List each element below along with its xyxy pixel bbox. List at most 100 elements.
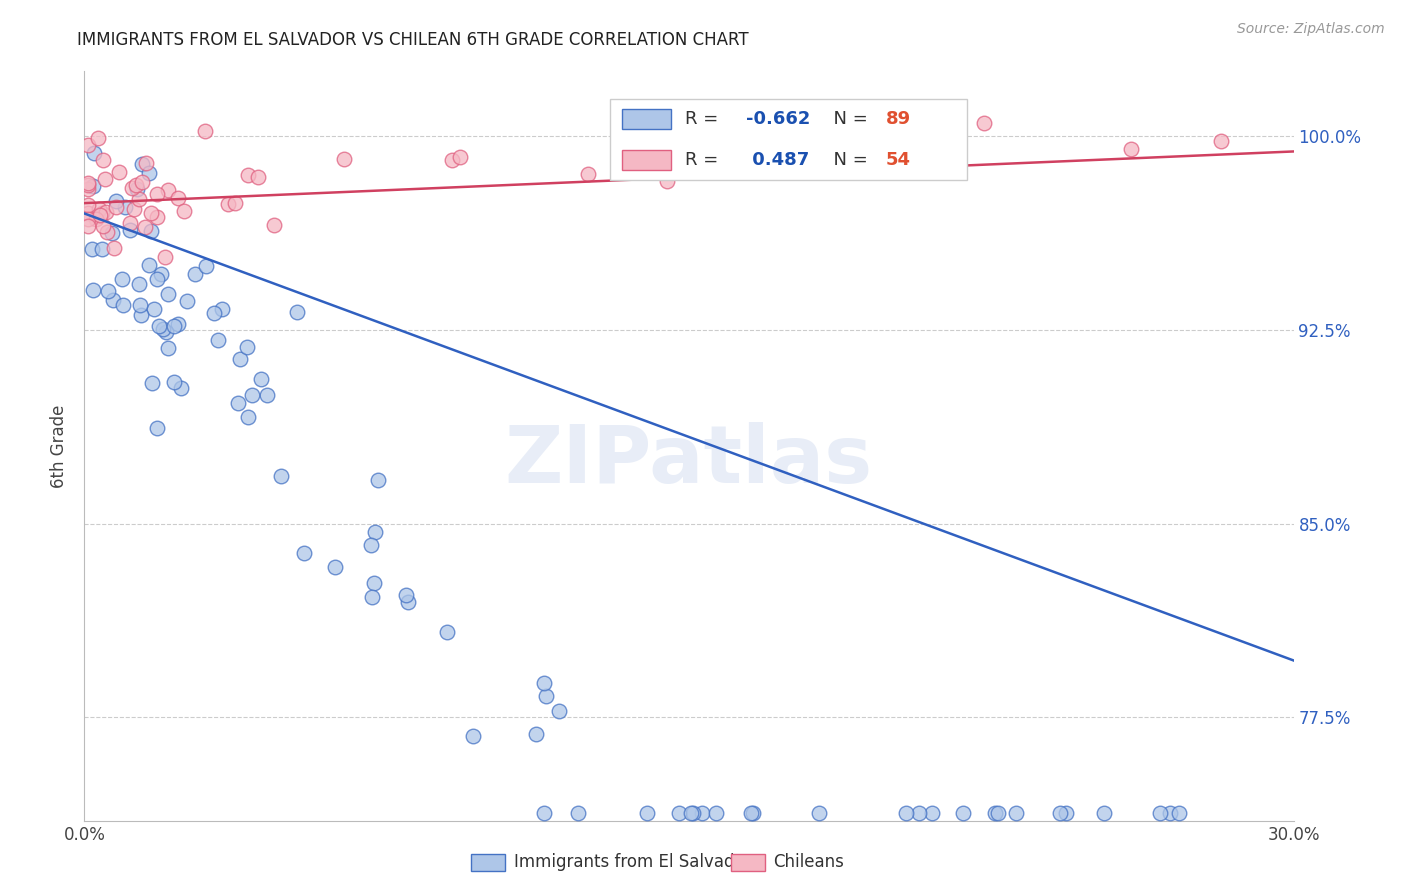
Point (139, 206, 162, 220)
Point (236, 168, 259, 182)
Point (167, 317, 190, 331)
Point (83, 146, 105, 161)
Point (250, 372, 273, 386)
Point (323, 559, 346, 574)
FancyBboxPatch shape (731, 855, 765, 871)
Point (96, 225, 118, 239)
Point (395, 588, 418, 602)
Point (163, 318, 186, 333)
Point (548, 704, 571, 718)
Point (155, 250, 177, 264)
Point (131, 157, 153, 171)
Point (111, 272, 134, 286)
Point (256, 388, 278, 402)
Point (896, 805, 918, 820)
Point (361, 590, 384, 604)
Point (155, 325, 177, 339)
Point (90, 242, 112, 256)
Point (741, 805, 763, 820)
Point (122, 202, 145, 216)
Point (1209, 134, 1232, 148)
FancyBboxPatch shape (610, 99, 967, 180)
Point (270, 468, 292, 483)
Point (195, 259, 218, 273)
Point (740, 805, 762, 820)
Point (217, 197, 239, 211)
Point (114, 200, 136, 214)
Point (77, 197, 100, 211)
Point (87, 131, 110, 145)
Text: IMMIGRANTS FROM EL SALVADOR VS CHILEAN 6TH GRADE CORRELATION CHART: IMMIGRANTS FROM EL SALVADOR VS CHILEAN 6… (77, 31, 749, 49)
Point (363, 575, 385, 590)
Point (129, 308, 152, 322)
Text: Source: ZipAtlas.com: Source: ZipAtlas.com (1237, 22, 1385, 37)
Point (129, 298, 152, 312)
FancyBboxPatch shape (471, 855, 505, 871)
Point (436, 625, 458, 640)
Text: R =: R = (685, 151, 724, 169)
Point (886, 157, 908, 171)
Point (125, 182, 148, 196)
Point (128, 277, 150, 292)
Point (567, 805, 589, 820)
Point (103, 293, 125, 307)
Y-axis label: 6th Grade: 6th Grade (51, 404, 69, 488)
Point (77, 219, 100, 234)
Point (77, 212, 100, 227)
Point (226, 396, 249, 410)
Point (138, 258, 160, 272)
Point (984, 805, 1007, 820)
Point (211, 302, 233, 317)
Text: 54: 54 (886, 151, 911, 169)
Point (692, 805, 714, 820)
Text: 0.487: 0.487 (745, 151, 808, 169)
Point (636, 805, 658, 820)
Point (163, 375, 186, 389)
Point (1168, 805, 1191, 820)
Point (77, 182, 100, 196)
Point (202, 306, 225, 320)
Point (173, 204, 195, 219)
Point (364, 524, 387, 539)
Point (184, 267, 207, 281)
Text: Chileans: Chileans (773, 853, 845, 871)
FancyBboxPatch shape (623, 150, 671, 169)
Point (461, 729, 484, 743)
Point (169, 381, 191, 395)
Point (247, 170, 270, 185)
Point (1054, 805, 1077, 820)
Point (84, 211, 107, 226)
Point (367, 473, 389, 487)
Point (533, 805, 555, 820)
Point (145, 187, 167, 202)
Point (1005, 805, 1028, 820)
Point (157, 286, 180, 301)
Point (1149, 805, 1171, 820)
Point (131, 175, 153, 189)
Point (118, 216, 141, 230)
Point (449, 150, 471, 164)
Point (236, 340, 259, 354)
Point (139, 224, 162, 238)
Point (77, 178, 100, 193)
Point (82, 283, 104, 297)
Point (533, 676, 555, 690)
Point (803, 153, 825, 168)
Text: ZIPatlas: ZIPatlas (505, 422, 873, 500)
Point (1049, 805, 1071, 820)
Point (908, 805, 931, 820)
Point (86, 209, 108, 223)
Point (921, 805, 943, 820)
Text: Immigrants from El Salvador: Immigrants from El Salvador (513, 853, 751, 871)
Point (149, 267, 172, 281)
Point (121, 181, 143, 195)
Point (194, 124, 217, 138)
Point (82, 179, 104, 194)
Point (146, 210, 169, 224)
Point (229, 351, 252, 366)
Point (534, 689, 557, 703)
Point (118, 223, 141, 237)
Point (682, 805, 704, 820)
Point (292, 546, 315, 560)
Point (104, 200, 127, 214)
